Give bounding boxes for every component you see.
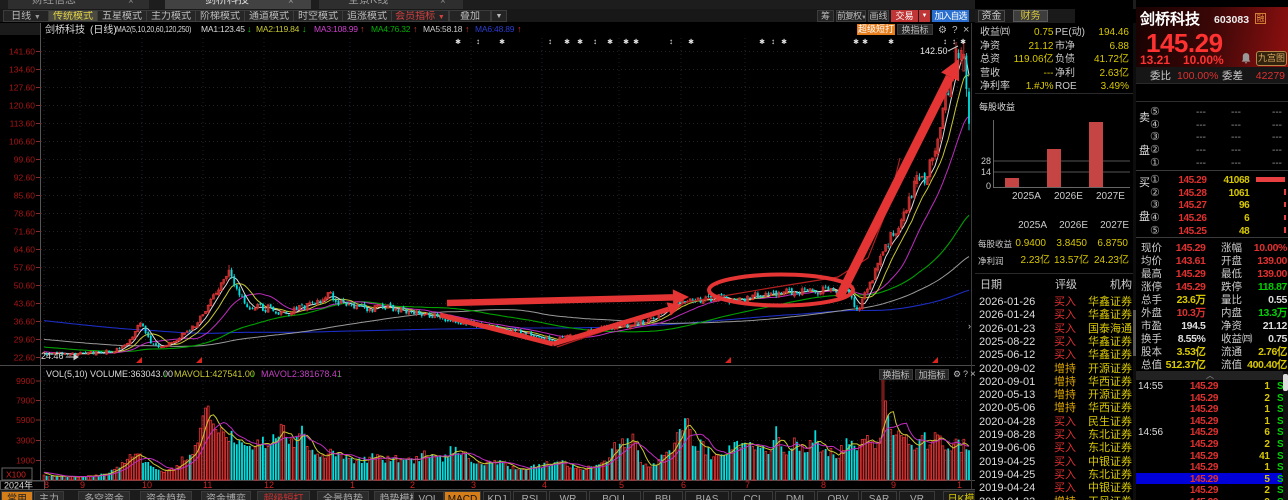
svg-text:✱: ✱ <box>759 38 765 46</box>
svg-text:1900: 1900 <box>16 456 35 466</box>
svg-text:1: 1 <box>350 480 355 490</box>
svg-text:↕: ↕ <box>593 37 597 46</box>
svg-text:5: 5 <box>619 480 624 490</box>
svg-text:127.60: 127.60 <box>9 83 35 93</box>
svg-text:7: 7 <box>745 480 750 490</box>
svg-text:4: 4 <box>542 480 547 490</box>
svg-text:113.60: 113.60 <box>10 119 36 129</box>
svg-text:1: 1 <box>957 480 962 490</box>
svg-text:28: 28 <box>981 156 991 166</box>
svg-text:2027E: 2027E <box>1096 191 1125 202</box>
svg-text:141.60: 141.60 <box>9 47 35 57</box>
svg-text:85.60: 85.60 <box>14 191 36 201</box>
svg-text:✱: ✱ <box>623 38 629 46</box>
svg-text:29.60: 29.60 <box>14 335 36 345</box>
svg-text:✱: ✱ <box>499 38 505 46</box>
svg-text:↕: ↕ <box>476 37 480 46</box>
svg-text:10: 10 <box>142 480 152 490</box>
svg-text:✱: ✱ <box>607 38 613 46</box>
svg-text:106.60: 106.60 <box>9 137 35 147</box>
svg-text:9900: 9900 <box>16 376 35 386</box>
svg-text:↕: ↕ <box>952 37 956 46</box>
svg-text:↕: ↕ <box>669 37 673 46</box>
svg-text:43.60: 43.60 <box>14 299 36 309</box>
svg-text:12: 12 <box>264 480 274 490</box>
svg-text:22.60: 22.60 <box>14 353 36 363</box>
svg-text:X100: X100 <box>6 470 26 480</box>
svg-text:9: 9 <box>80 480 85 490</box>
svg-text:✱: ✱ <box>862 38 868 46</box>
svg-text:6: 6 <box>681 480 686 490</box>
svg-text:36.60: 36.60 <box>14 317 36 327</box>
svg-text:120.60: 120.60 <box>9 101 35 111</box>
svg-text:↕: ↕ <box>943 37 947 46</box>
svg-text:✱: ✱ <box>781 38 787 46</box>
svg-text:✱: ✱ <box>888 38 894 46</box>
svg-text:0: 0 <box>986 181 991 191</box>
svg-text:✱: ✱ <box>853 38 859 46</box>
svg-text:14: 14 <box>981 167 991 177</box>
svg-text:8: 8 <box>44 480 49 490</box>
svg-text:5900: 5900 <box>16 415 35 425</box>
svg-text:✱: ✱ <box>564 38 570 46</box>
svg-text:142.50: 142.50 <box>920 46 948 56</box>
svg-text:7900: 7900 <box>16 396 35 406</box>
svg-text:✱: ✱ <box>577 38 583 46</box>
svg-text:50.60: 50.60 <box>14 281 36 291</box>
svg-text:›: › <box>968 321 971 331</box>
svg-text:78.60: 78.60 <box>14 209 36 219</box>
svg-text:9: 9 <box>891 480 896 490</box>
svg-text:↕: ↕ <box>771 37 775 46</box>
svg-text:64.60: 64.60 <box>14 245 36 255</box>
svg-text:134.60: 134.60 <box>9 65 35 75</box>
svg-text:✱: ✱ <box>455 38 461 46</box>
svg-text:✱: ✱ <box>633 38 639 46</box>
svg-text:57.60: 57.60 <box>14 263 36 273</box>
svg-text:✱: ✱ <box>960 38 966 46</box>
svg-text:8: 8 <box>821 480 826 490</box>
svg-text:24.46: 24.46 <box>41 351 64 361</box>
svg-text:71.60: 71.60 <box>14 227 36 237</box>
svg-text:92.60: 92.60 <box>14 173 36 183</box>
svg-text:3: 3 <box>471 480 476 490</box>
svg-text:2: 2 <box>410 480 415 490</box>
svg-text:↕: ↕ <box>548 37 552 46</box>
svg-text:11: 11 <box>203 480 212 490</box>
svg-text:2026E: 2026E <box>1054 191 1083 202</box>
svg-text:3900: 3900 <box>16 436 35 446</box>
svg-text:99.60: 99.60 <box>14 155 36 165</box>
svg-text:2025A: 2025A <box>1012 191 1041 202</box>
svg-text:2024年: 2024年 <box>4 480 33 491</box>
svg-text:✱: ✱ <box>688 38 694 46</box>
